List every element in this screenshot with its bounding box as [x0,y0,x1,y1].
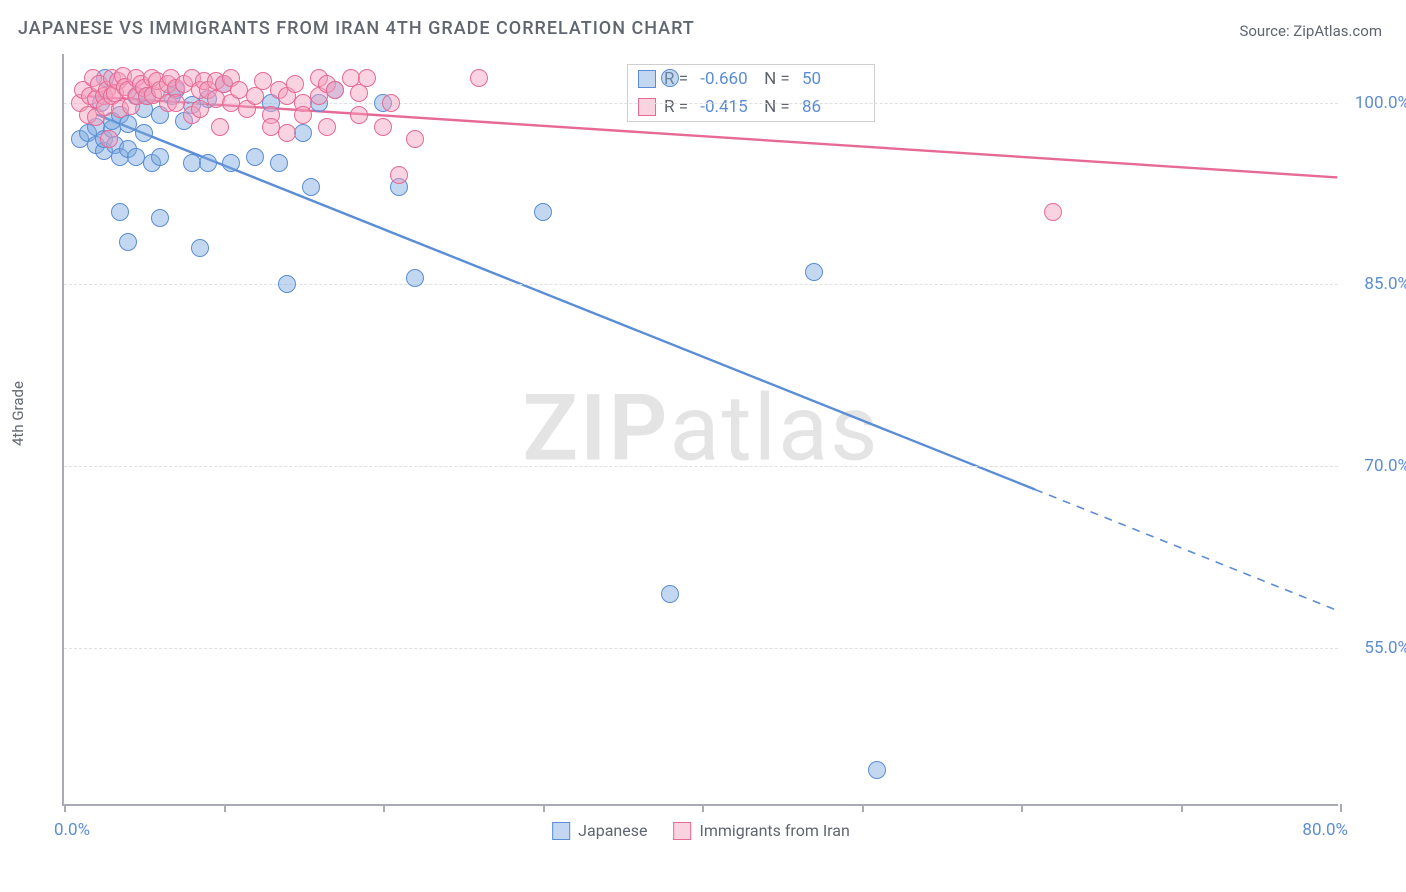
legend-swatch [673,822,691,840]
x-tick [64,804,66,812]
legend-r-value: -0.660 [700,69,747,89]
data-point [222,154,240,172]
gridline [64,466,1338,467]
legend-swatch [638,98,656,116]
x-tick [543,804,545,812]
data-point [278,124,296,142]
data-point [534,203,552,221]
legend-n-value: 50 [802,69,821,89]
data-point [661,585,679,603]
data-point [278,275,296,293]
data-point [350,106,368,124]
legend-n-label: N = [756,97,794,117]
x-tick [1340,804,1342,812]
data-point [191,100,209,118]
data-point [382,94,400,112]
data-point [167,94,185,112]
data-point [119,233,137,251]
data-point [470,69,488,87]
legend-n-label: N = [756,69,794,89]
gridline [64,648,1338,649]
chart-title: JAPANESE VS IMMIGRANTS FROM IRAN 4TH GRA… [18,18,695,39]
legend-swatch [552,822,570,840]
data-point [390,166,408,184]
x-axis-max-label: 80.0% [1302,820,1348,840]
data-point [302,178,320,196]
regression-layer [64,54,1338,804]
x-tick [1181,804,1183,812]
legend-item: Immigrants from Iran [673,821,849,840]
x-tick [702,804,704,812]
data-point [868,761,886,779]
data-point [294,124,312,142]
x-tick [383,804,385,812]
y-axis-title: 4th Grade [9,381,27,446]
legend-n-value: 86 [802,97,821,117]
data-point [1044,203,1062,221]
data-point [406,269,424,287]
y-tick-label: 85.0% [1364,274,1406,294]
legend-row: R = -0.415 N = 86 [628,93,874,121]
data-point [358,69,376,87]
data-point [661,69,679,87]
data-point [406,130,424,148]
legend-series-label: Immigrants from Iran [699,821,849,840]
regression-line-extrapolated [1035,489,1337,610]
data-point [111,203,129,221]
data-point [294,106,312,124]
gridline [64,284,1338,285]
y-tick-label: 70.0% [1364,456,1406,476]
data-point [805,263,823,281]
data-point [326,81,344,99]
regression-line [97,114,1036,489]
data-point [100,130,118,148]
data-point [191,239,209,257]
legend-swatch [638,70,656,88]
data-point [246,148,264,166]
data-point [151,209,169,227]
y-tick-label: 100.0% [1355,93,1406,113]
data-point [286,75,304,93]
data-point [246,87,264,105]
legend-r-value: -0.415 [700,97,747,117]
data-point [211,118,229,136]
data-point [318,118,336,136]
data-point [135,124,153,142]
data-point [199,154,217,172]
x-axis-min-label: 0.0% [54,820,90,840]
plot-area: ZIPatlas R = -0.660 N = 50R = -0.415 N =… [62,54,1338,806]
data-point [374,118,392,136]
legend-item: Japanese [552,821,647,840]
source-label: Source: ZipAtlas.com [1239,22,1382,40]
data-point [270,154,288,172]
y-tick-label: 55.0% [1364,638,1406,658]
x-tick [862,804,864,812]
legend-r-label: R = [664,97,692,117]
x-tick [224,804,226,812]
legend-series-label: Japanese [578,821,647,840]
x-tick [1021,804,1023,812]
legend-series: Japanese Immigrants from Iran [552,821,850,840]
data-point [151,148,169,166]
